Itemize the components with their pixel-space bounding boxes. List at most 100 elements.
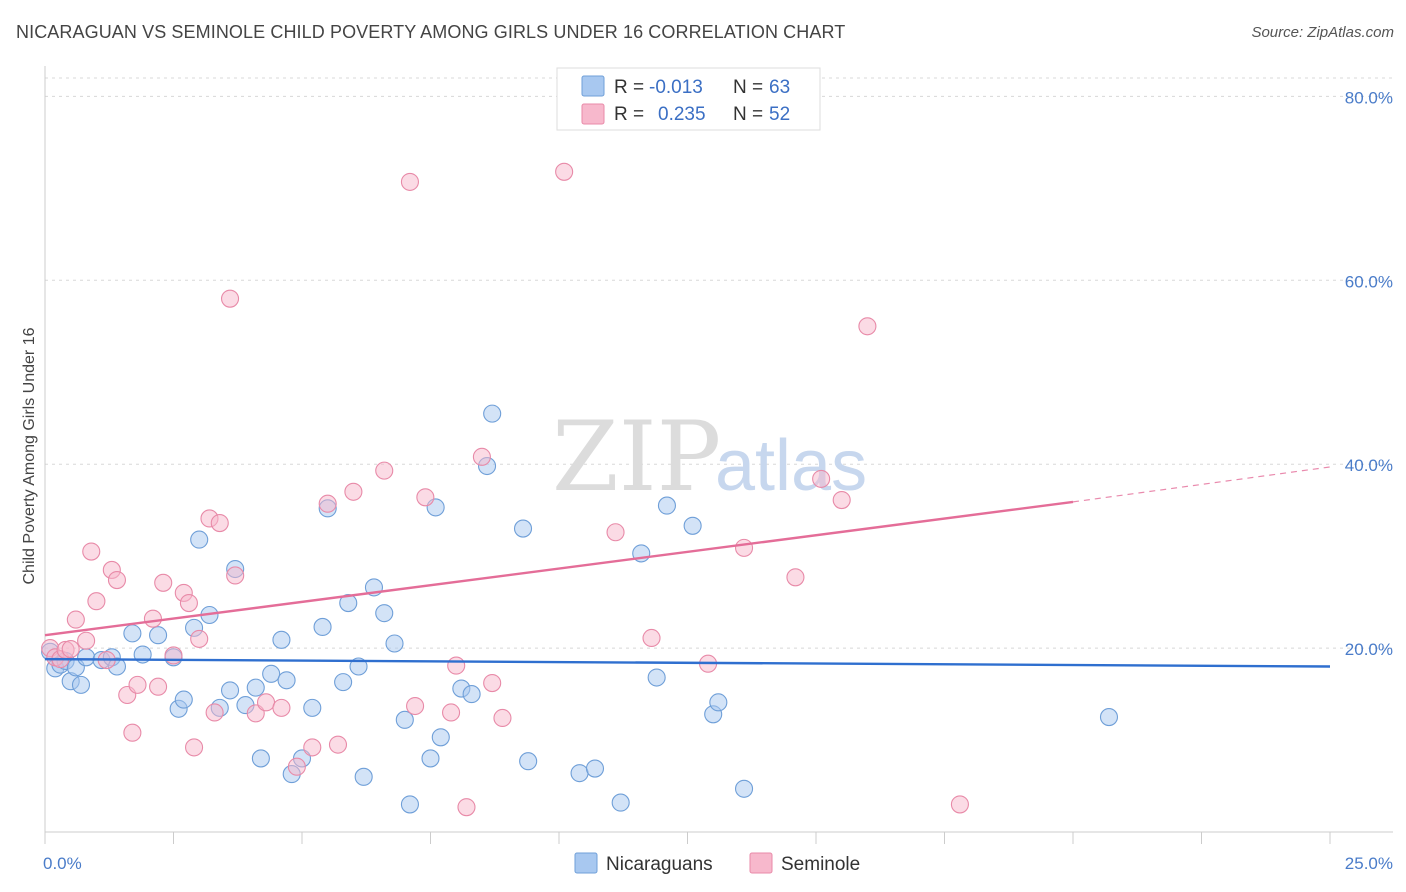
- trend-line-seminole-extension: [1072, 466, 1331, 503]
- seminole-point: [66, 610, 85, 629]
- y-axis-title: Child Poverty Among Girls Under 16: [21, 327, 38, 584]
- nicaraguan-point: [400, 795, 419, 814]
- nicaraguan-point: [334, 673, 353, 692]
- seminole-point: [164, 646, 183, 665]
- nicaraguan-point: [277, 671, 296, 690]
- nicaraguan-point: [462, 685, 481, 704]
- y-tick-label: 60.0%: [1345, 272, 1393, 291]
- legend-n-value: 63: [769, 77, 790, 98]
- stats-legend: R = -0.013 N = 63 R = 0.235 N = 52: [556, 67, 821, 131]
- nicaraguan-point: [647, 668, 666, 687]
- watermark: ZIP atlas: [552, 401, 867, 513]
- legend-r-value: -0.013: [649, 77, 703, 98]
- tick-labels: 20.0% 40.0% 60.0% 80.0% 0.0% 25.0%: [43, 88, 1393, 873]
- nicaraguan-point: [77, 648, 96, 667]
- nicaraguan-point: [339, 593, 358, 613]
- nicaraguan-point: [1099, 708, 1119, 727]
- series-legend-label-nicaraguans: Nicaraguans: [606, 854, 713, 875]
- nicaraguan-point: [395, 710, 414, 729]
- seminole-point: [457, 798, 476, 817]
- seminole-point: [303, 738, 322, 757]
- seminole-point: [555, 162, 574, 181]
- seminole-point: [287, 757, 306, 776]
- legend-n-label: N =: [733, 77, 763, 98]
- nicaraguan-point: [272, 630, 291, 649]
- seminole-point: [442, 703, 461, 722]
- seminole-point: [272, 698, 291, 717]
- seminole-point: [832, 491, 851, 510]
- source-credit: Source: ZipAtlas.com: [1251, 24, 1394, 41]
- seminole-point: [128, 675, 147, 694]
- x-tick-label: 25.0%: [1345, 854, 1393, 873]
- seminole-point: [107, 571, 127, 590]
- nicaraguan-point: [570, 764, 589, 783]
- nicaraguan-point: [174, 690, 193, 709]
- trend-lines: [44, 466, 1331, 668]
- seminole-point: [344, 482, 363, 501]
- seminole-point: [786, 568, 805, 587]
- legend-r-value: 0.235: [658, 104, 706, 125]
- seminole-point: [400, 172, 419, 191]
- nicaraguan-point: [683, 516, 702, 535]
- nicaraguan-point: [585, 759, 605, 778]
- seminole-point: [185, 738, 204, 757]
- data-points: [41, 162, 1119, 817]
- y-tick-label: 40.0%: [1345, 456, 1393, 475]
- series-legend-label-seminole: Seminole: [781, 854, 860, 875]
- seminole-point: [950, 795, 969, 814]
- seminole-point: [149, 677, 168, 696]
- seminole-point: [812, 469, 831, 488]
- seminole-point: [123, 723, 142, 742]
- nicaraguan-point: [71, 675, 91, 694]
- seminole-point: [606, 523, 625, 542]
- nicaraguan-point: [246, 678, 265, 697]
- series-legend: Nicaraguans Seminole: [574, 852, 860, 875]
- nicaraguan-point: [513, 519, 533, 538]
- nicaraguan-point: [519, 752, 538, 771]
- seminole-point: [447, 656, 466, 675]
- seminole-point: [256, 693, 276, 712]
- nicaraguan-point: [149, 626, 168, 645]
- trend-line-nicaraguans: [44, 657, 1331, 668]
- seminole-point: [642, 628, 661, 648]
- legend-swatch-nicaraguans: [581, 75, 605, 97]
- seminole-point: [61, 639, 80, 659]
- nicaraguan-point: [251, 749, 270, 768]
- nicaraguan-point: [483, 404, 502, 423]
- watermark-zip: ZIP: [552, 401, 721, 513]
- nicaraguan-point: [303, 698, 322, 717]
- nicaraguan-point: [734, 779, 754, 798]
- grid-lines: [45, 77, 1393, 649]
- chart-title: NICARAGUAN VS SEMINOLE CHILD POVERTY AMO…: [16, 22, 846, 42]
- seminole-point: [179, 593, 198, 613]
- legend-swatch-seminole: [581, 103, 605, 125]
- legend-r-label: R =: [614, 104, 644, 125]
- nicaraguan-point: [190, 530, 209, 549]
- nicaraguan-point: [431, 728, 450, 747]
- legend-n-label: N =: [733, 104, 763, 125]
- series-legend-swatch-seminole: [749, 852, 773, 874]
- x-tick-label: 0.0%: [43, 854, 82, 873]
- nicaraguan-point: [349, 657, 368, 676]
- seminole-point: [493, 708, 512, 728]
- seminole-point: [406, 696, 425, 716]
- seminole-point: [210, 513, 229, 533]
- y-tick-label: 80.0%: [1345, 88, 1393, 107]
- seminole-point: [226, 566, 245, 585]
- seminole-point: [190, 629, 209, 648]
- seminole-point: [246, 704, 265, 723]
- y-tick-label: 20.0%: [1345, 640, 1393, 659]
- seminole-point: [87, 592, 106, 611]
- series-legend-swatch-nicaraguans: [574, 852, 598, 874]
- seminole-point: [205, 703, 224, 722]
- seminole-point: [375, 461, 394, 480]
- nicaraguan-point: [611, 793, 630, 812]
- nicaraguan-point: [262, 664, 281, 683]
- legend-n-value: 52: [769, 104, 790, 125]
- nicaraguan-point: [354, 767, 373, 786]
- nicaraguan-point: [123, 624, 142, 643]
- seminole-point: [318, 494, 337, 513]
- seminole-point: [472, 447, 491, 466]
- nicaraguan-point: [421, 749, 440, 768]
